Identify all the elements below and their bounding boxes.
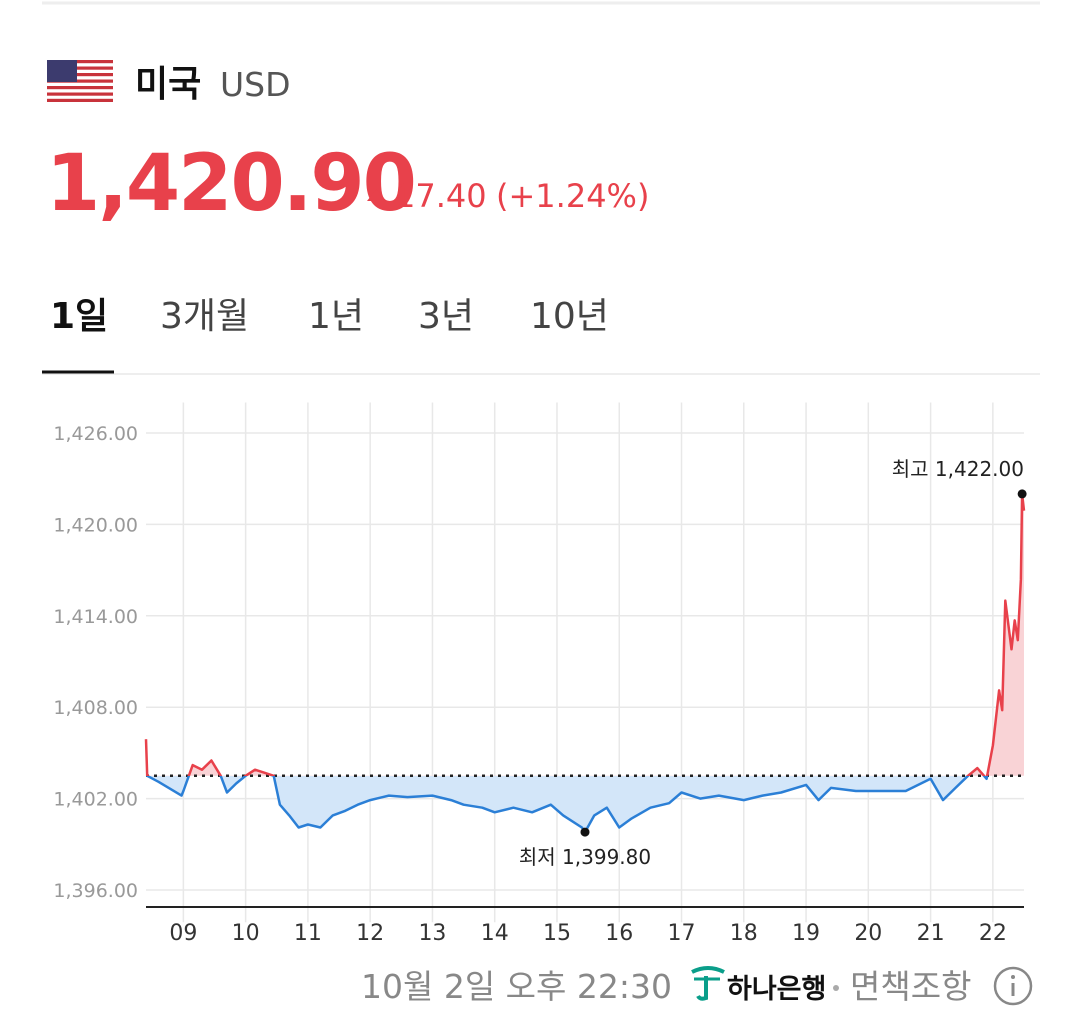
y-tick-label: 1,414.00 [53, 606, 138, 628]
chart: 1,396.00 1,402.00 1,408.00 1,414.00 1,420.00… [53, 402, 1027, 946]
timestamp: 10월 2일 오후 22:30 [361, 967, 672, 1006]
x-tick-label: 18 [730, 921, 758, 946]
x-tick-label: 09 [169, 921, 197, 946]
price-line [144, 492, 1026, 834]
x-tick-label: 12 [356, 921, 384, 946]
x-tick-label: 19 [792, 921, 820, 946]
bank-logo [691, 966, 725, 1001]
tabs: 1일 3개월 1년 3년 10년 [50, 296, 609, 337]
price: 1,420.90 [46, 139, 415, 229]
x-tick-label: 14 [481, 921, 509, 946]
x-tick-label: 16 [605, 921, 633, 946]
y-tick-label: 1,426.00 [53, 423, 138, 445]
x-tick-label: 15 [543, 921, 571, 946]
y-tick-label: 1,402.00 [53, 789, 138, 811]
x-tick-label: 17 [668, 921, 696, 946]
x-tick-label: 22 [979, 921, 1007, 946]
change-pct: (+1.24%) [496, 177, 649, 215]
annotation-dot [1017, 489, 1027, 499]
bank-name: 하나은행 [727, 974, 826, 1005]
currency: USD [220, 65, 291, 104]
x-tick-label: 13 [418, 921, 446, 946]
tab[interactable]: 1년 [308, 296, 364, 337]
annotation-dot [580, 827, 590, 837]
x-tick-label: 10 [232, 921, 260, 946]
disclaimer[interactable]: 면책조항 [850, 967, 971, 1006]
flag [47, 60, 113, 102]
annotation-label: 최고 1,422.00 [892, 457, 1024, 481]
tab[interactable]: 3개월 [160, 296, 249, 337]
up-arrow [367, 189, 386, 201]
x-tick-label: 11 [294, 921, 322, 946]
annotation-label: 최저 1,399.80 [519, 845, 651, 869]
y-tick-label: 1,408.00 [53, 697, 138, 719]
tab[interactable]: 1일 [50, 296, 108, 337]
y-tick-label: 1,420.00 [53, 514, 138, 536]
change: 17.40 [395, 177, 487, 215]
country: 미국 [135, 64, 201, 105]
y-tick-label: 1,396.00 [53, 880, 138, 902]
info-icon[interactable] [993, 966, 1033, 1006]
tab[interactable]: 3년 [418, 296, 474, 337]
area-fill [146, 493, 1024, 833]
tab[interactable]: 10년 [530, 296, 609, 337]
x-tick-label: 20 [854, 921, 882, 946]
x-tick-label: 21 [917, 921, 945, 946]
separator-dot [833, 985, 839, 991]
